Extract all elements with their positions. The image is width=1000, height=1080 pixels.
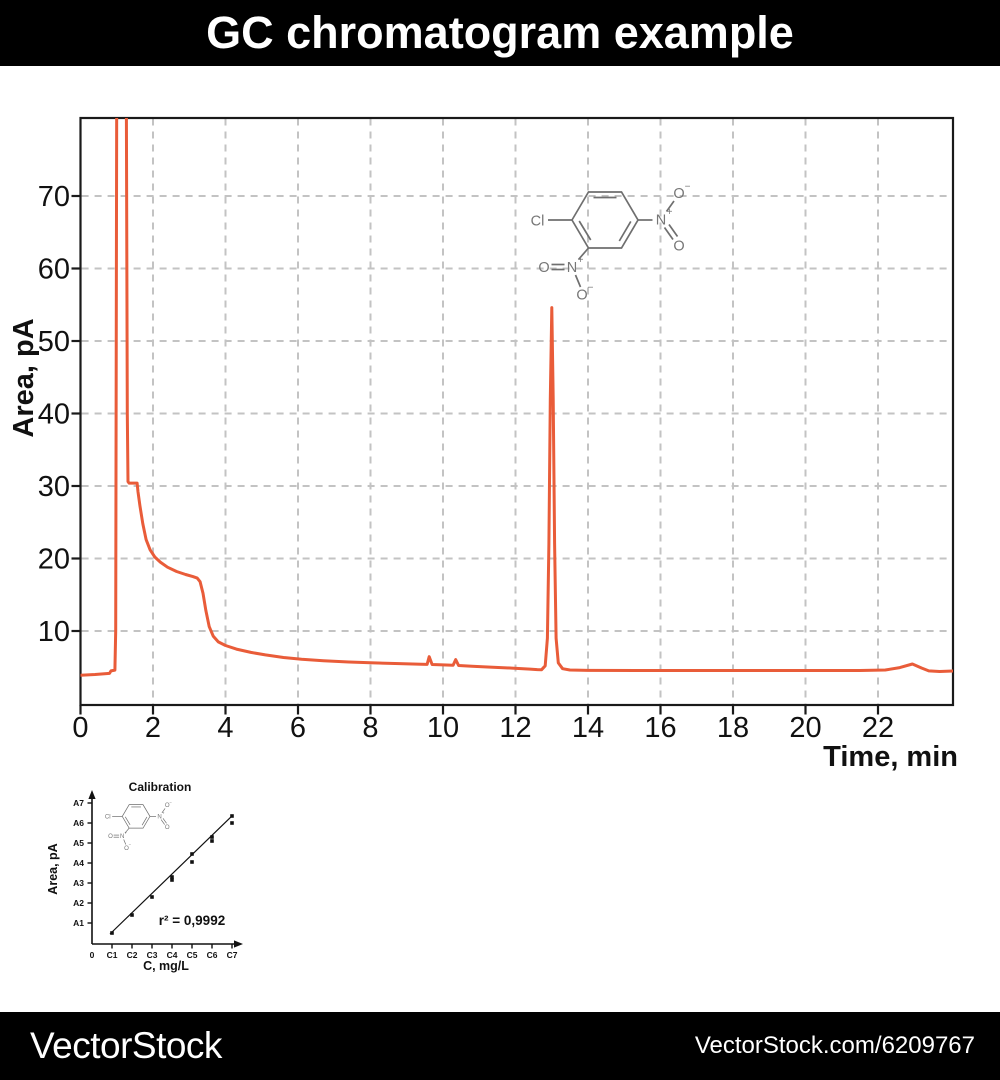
inset-y-tick-label: A2 (73, 898, 84, 908)
atom-o2: O (673, 239, 684, 255)
y-axis-title: Area, pA (8, 318, 40, 437)
plot-frame (79, 116, 955, 707)
x-tick-label: 6 (290, 712, 306, 744)
inset-title: Calibration (129, 780, 192, 794)
atom-o4: O (576, 288, 587, 304)
x-tick-label: 10 (427, 712, 459, 744)
inset-x-axis-arrow (234, 940, 243, 948)
calibration-point (210, 839, 214, 843)
brand-logo: VectorStock (30, 1025, 222, 1066)
calibration-inset: 0 C1 C2 C3 C4 C5 C6 C7 A1 A2 A3 A4 A5 A6 A7 Calibratio… (46, 780, 243, 973)
inset-x-tick-label: C6 (207, 950, 218, 960)
calibration-point (170, 878, 174, 882)
atom-cl: Cl (531, 214, 545, 230)
axis-ticks: 0 2 4 6 8 10 12 14 16 18 20 22 10 20 30 40 50 60 70 (38, 181, 894, 744)
inset-y-tick-label: A4 (73, 858, 84, 868)
calibration-point (130, 913, 134, 917)
y-tick-label: 50 (38, 326, 70, 358)
bond-n2 (577, 247, 590, 261)
image-credit: VectorStock.com/6209767 (694, 1032, 975, 1059)
page-title: GC chromatogram example (206, 7, 794, 58)
inset-r-squared-label: r² = 0,9992 (159, 913, 225, 928)
atom-n2: N (567, 260, 577, 276)
charge-minus: − (685, 182, 691, 193)
calibration-point (170, 875, 174, 879)
inset-molecule-structure (104, 799, 173, 853)
bond-n1-o-double (663, 227, 674, 240)
inset-y-axis-title: Area, pA (46, 843, 60, 894)
inset-x-tick-label: 0 (90, 950, 95, 960)
x-tick-label: 14 (572, 712, 604, 744)
inset-plot-content: 0 C1 C2 C3 C4 C5 C6 C7 A1 A2 A3 A4 A5 A6 A7 (73, 798, 238, 960)
x-tick-label: 16 (644, 712, 676, 744)
calibration-point (230, 821, 234, 825)
x-tick-label: 0 (72, 712, 88, 744)
x-tick-label: 12 (499, 712, 531, 744)
inset-x-tick-label: C3 (147, 950, 158, 960)
calibration-point (190, 860, 194, 864)
calibration-point (150, 895, 154, 899)
inset-x-tick-label: C5 (187, 950, 198, 960)
footer-bar: VectorStock VectorStock.com/6209767 (0, 1012, 1000, 1080)
x-tick-label: 8 (362, 712, 378, 744)
atom-n1: N (656, 213, 666, 229)
inset-x-tick-label: C4 (167, 950, 178, 960)
y-tick-label: 70 (38, 181, 70, 213)
bond-n1-o-minus (665, 200, 675, 212)
x-tick-label: 22 (862, 712, 894, 744)
calibration-point (210, 835, 214, 839)
inset-y-tick-label: A5 (73, 838, 84, 848)
ring-double-bond (618, 220, 632, 242)
inset-x-axis-title: C, mg/L (143, 959, 189, 973)
inset-x-tick-label: C2 (127, 950, 138, 960)
inset-x-tick-label: C7 (227, 950, 238, 960)
molecule-structure: Cl N + O − O N + O O − (531, 182, 691, 304)
x-axis-title: Time, min (823, 741, 958, 773)
atom-o3: O (538, 260, 549, 276)
chromatogram-trace (80, 118, 953, 677)
calibration-point (110, 931, 114, 935)
inset-y-tick-label: A6 (73, 818, 84, 828)
y-tick-label: 30 (38, 471, 70, 503)
atom-o1: O (673, 186, 684, 202)
chromatogram-trace-group (80, 118, 953, 677)
inset-y-tick-label: A7 (73, 798, 84, 808)
x-tick-label: 20 (789, 712, 821, 744)
benzene-ring (571, 191, 639, 249)
grid (81, 118, 952, 704)
charge-minus: − (588, 283, 594, 294)
x-tick-label: 18 (717, 712, 749, 744)
charge-plus: + (578, 255, 584, 266)
inset-y-tick-label: A3 (73, 878, 84, 888)
y-tick-label: 60 (38, 254, 70, 286)
calibration-point (190, 852, 194, 856)
ring-double-bond (578, 220, 592, 241)
calibration-point (230, 814, 234, 818)
inset-y-tick-label: A1 (73, 918, 84, 928)
x-tick-label: 2 (145, 712, 161, 744)
y-tick-label: 40 (38, 399, 70, 431)
inset-y-axis-arrow (88, 790, 96, 799)
bond-n1-o-double (668, 224, 679, 237)
charge-plus: + (667, 207, 673, 218)
bond-n2-o-minus (574, 274, 582, 288)
header-bar: GC chromatogram example (0, 0, 1000, 66)
x-tick-label: 4 (217, 712, 233, 744)
inset-x-tick-label: C1 (107, 950, 118, 960)
y-tick-label: 10 (38, 616, 70, 648)
y-tick-label: 20 (38, 544, 70, 576)
